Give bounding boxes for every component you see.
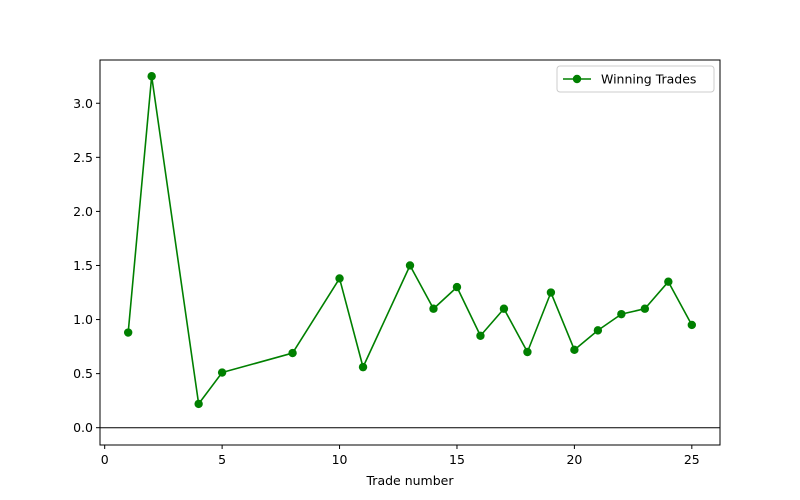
x-tick-label: 0 — [101, 452, 109, 467]
y-tick-label: 2.0 — [73, 204, 93, 219]
series-line — [127, 75, 693, 405]
data-point — [147, 72, 156, 81]
plot-frame — [99, 59, 721, 446]
data-point — [523, 347, 532, 357]
y-tick-label: 3.0 — [73, 96, 93, 111]
data-point — [194, 399, 203, 409]
y-axis: 0.0 0.5 1.0 1.5 2.0 2.5 3.0 — [73, 96, 100, 435]
data-point — [335, 274, 344, 283]
x-axis: 0 5 10 15 20 25 — [101, 445, 700, 467]
data-point — [476, 331, 485, 340]
data-point — [570, 345, 579, 355]
legend-box — [556, 65, 715, 93]
legend: Winning Trades — [556, 65, 715, 93]
data-point — [358, 362, 368, 372]
data-point — [288, 348, 297, 358]
data-point — [452, 282, 462, 292]
data-point — [429, 304, 438, 313]
data-point — [617, 309, 626, 319]
data-point — [546, 288, 556, 297]
legend-marker — [572, 74, 582, 84]
legend-label: Winning Trades — [601, 72, 696, 87]
data-point — [217, 368, 227, 377]
series-layer — [123, 72, 697, 409]
y-tick-label: 2.5 — [73, 150, 93, 165]
data-point — [405, 261, 415, 270]
x-tick-label: 5 — [218, 452, 226, 467]
y-tick-label: 0.0 — [73, 420, 93, 435]
data-point — [664, 277, 673, 286]
x-tick-label: 25 — [684, 452, 700, 467]
y-tick-label: 1.5 — [73, 258, 93, 273]
y-tick-label: 0.5 — [73, 366, 93, 381]
data-point — [640, 304, 650, 313]
y-tick-label: 1.0 — [73, 312, 93, 327]
data-point — [593, 326, 603, 335]
x-tick-label: 10 — [332, 452, 348, 467]
x-tick-label: 20 — [566, 452, 582, 467]
data-point — [499, 304, 509, 313]
data-point — [687, 320, 697, 330]
data-point — [123, 328, 133, 337]
x-axis-title: Trade number — [366, 473, 455, 488]
x-tick-label: 15 — [449, 452, 465, 467]
